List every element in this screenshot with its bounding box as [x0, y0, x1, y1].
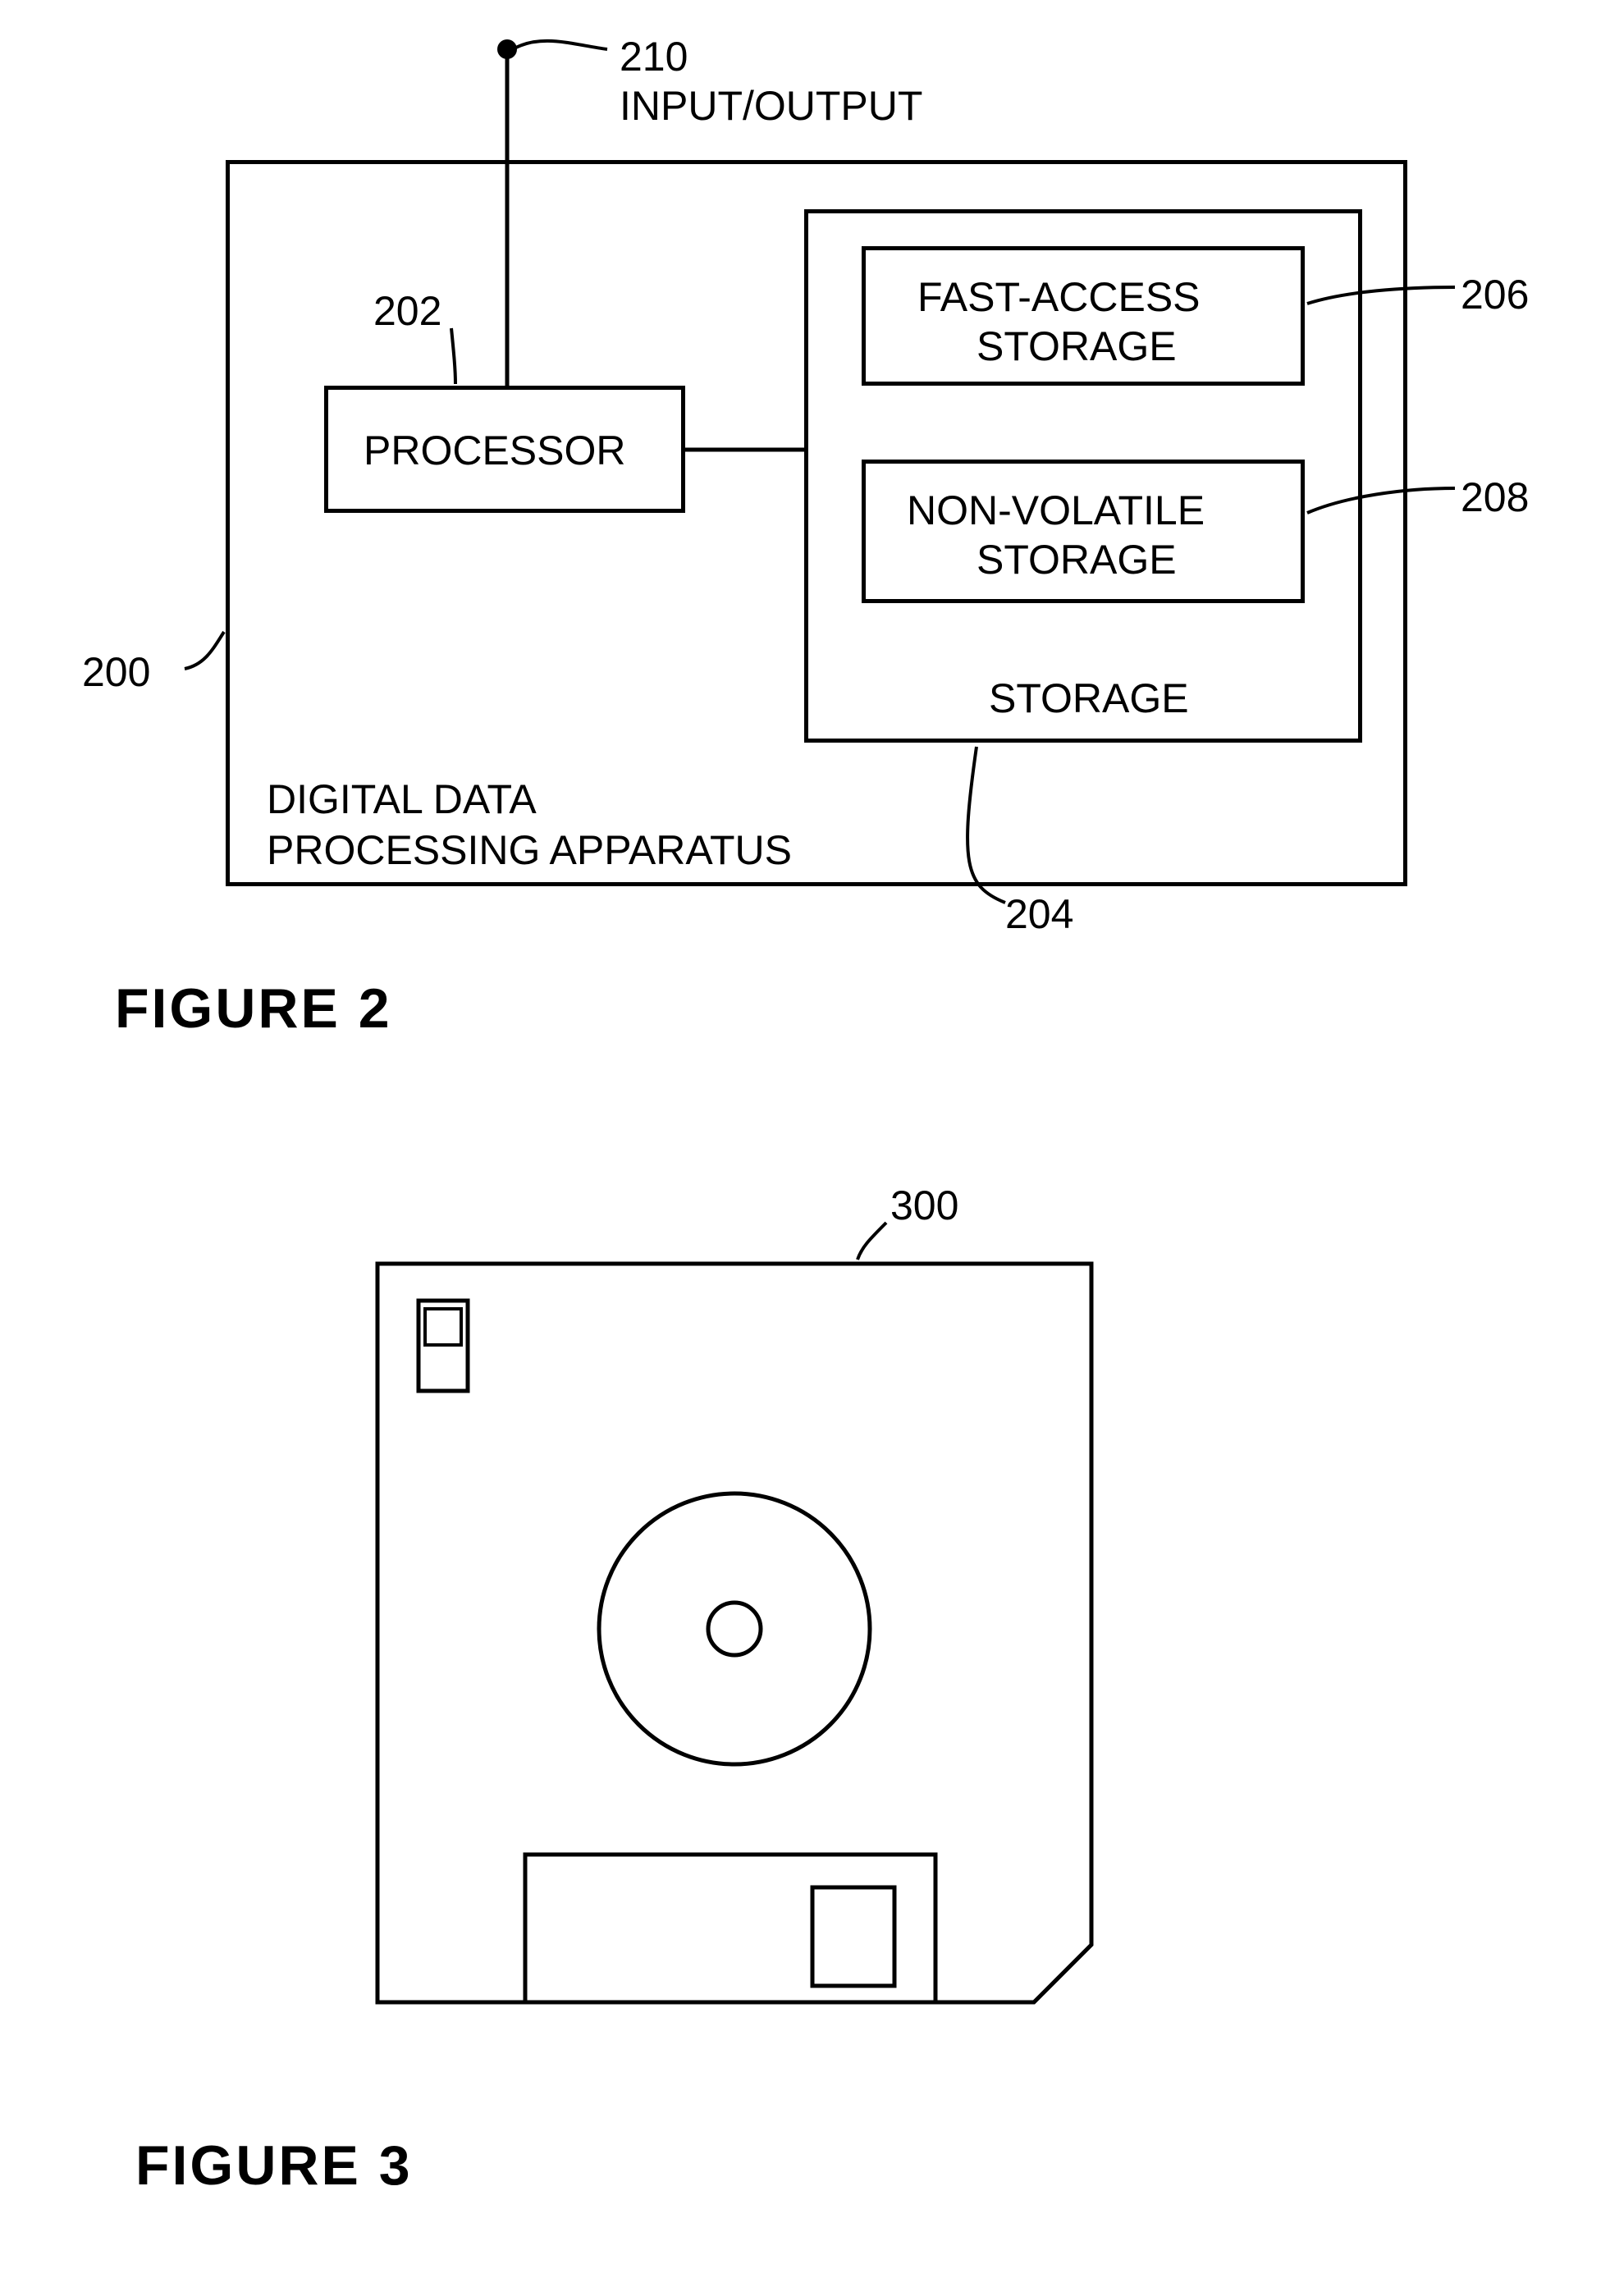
ref-206: 206	[1461, 271, 1529, 318]
io-leader	[513, 41, 607, 49]
fast-access-label-2: STORAGE	[977, 322, 1177, 370]
non-volatile-label-1: NON-VOLATILE	[907, 487, 1205, 534]
apparatus-label-1: DIGITAL DATA	[267, 775, 537, 823]
non-volatile-label-2: STORAGE	[977, 536, 1177, 583]
figure3-caption: FIGURE 3	[135, 2134, 413, 2198]
ref-202: 202	[373, 287, 441, 335]
figure2-caption: FIGURE 2	[115, 976, 392, 1041]
io-label: INPUT/OUTPUT	[620, 82, 922, 130]
ref-204: 204	[1005, 890, 1073, 938]
floppy-shutter-window	[812, 1887, 894, 1986]
floppy-shutter	[525, 1855, 935, 2002]
ref-300: 300	[890, 1182, 958, 1229]
floppy-write-protect-inner	[425, 1309, 461, 1345]
apparatus-label-2: PROCESSING APPARATUS	[267, 826, 792, 874]
leader-300	[858, 1223, 886, 1260]
storage-label: STORAGE	[989, 675, 1189, 722]
ref-200: 200	[82, 648, 150, 696]
floppy-disk-outline	[377, 1264, 1091, 2002]
io-dot-icon	[497, 39, 517, 59]
floppy-hub-inner	[708, 1603, 761, 1655]
floppy-hub-outer	[599, 1493, 870, 1764]
ref-208: 208	[1461, 473, 1529, 521]
io-ref-number: 210	[620, 33, 688, 80]
fast-access-label-1: FAST-ACCESS	[917, 273, 1201, 321]
floppy-write-protect-outer	[419, 1301, 468, 1391]
processor-label: PROCESSOR	[364, 427, 626, 474]
leader-200	[185, 632, 224, 669]
